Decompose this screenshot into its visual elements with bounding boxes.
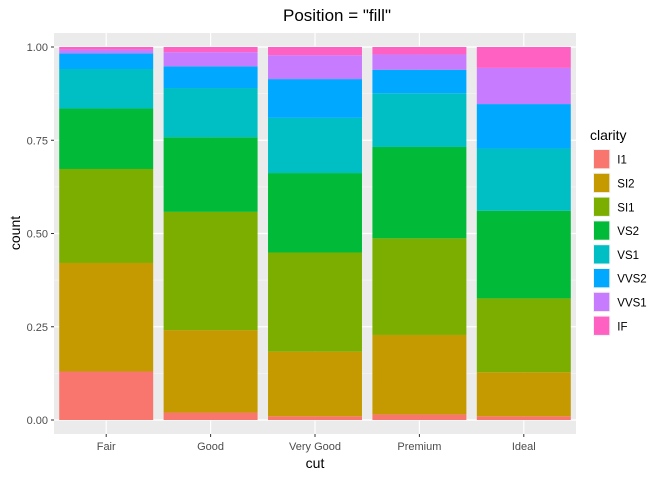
legend-label: SI2 xyxy=(617,178,634,190)
bar-segment xyxy=(59,69,154,109)
x-tick-label: Fair xyxy=(97,441,116,453)
bar-segment xyxy=(163,52,258,67)
legend-label: VVS2 xyxy=(617,274,646,286)
bar-segment xyxy=(59,53,154,70)
x-tick-label: Very Good xyxy=(289,441,341,453)
bar-segment xyxy=(163,47,258,53)
x-tick-label: Ideal xyxy=(512,441,536,453)
bar-segment xyxy=(268,252,362,352)
bar-segment xyxy=(268,55,362,80)
legend-key xyxy=(594,269,610,288)
y-tick-label: 0.75 xyxy=(27,135,48,147)
bar-segment xyxy=(372,93,467,147)
bar-segment xyxy=(372,47,467,55)
legend-key xyxy=(594,316,610,335)
bar-segment xyxy=(268,173,362,253)
legend: clarity I1 SI2 SI1 VS2 VS1 VVS2 VVS1 IF xyxy=(590,127,647,336)
x-tick-label: Good xyxy=(197,441,224,453)
bar-segment xyxy=(163,211,258,331)
legend-key xyxy=(594,150,610,169)
bar-segment xyxy=(476,298,571,373)
bar-segment xyxy=(268,47,362,56)
legend-key xyxy=(594,292,610,312)
y-tick-label: 1.00 xyxy=(27,42,48,54)
bar-segment xyxy=(163,330,258,413)
bar-segment xyxy=(268,351,362,417)
y-axis-title: count xyxy=(7,216,23,250)
y-tick-label: 0.00 xyxy=(27,415,48,427)
bar-segment xyxy=(476,148,571,211)
bar-segment xyxy=(476,104,571,149)
y-tick-label: 0.25 xyxy=(27,322,48,334)
bar-segment xyxy=(372,54,467,70)
bar-segment xyxy=(268,117,362,174)
bar-segment xyxy=(372,414,467,420)
legend-title: clarity xyxy=(590,127,627,143)
legend-label: IF xyxy=(617,321,627,333)
x-axis: Fair Good Very Good Premium Ideal xyxy=(97,434,536,453)
bar-segment xyxy=(59,108,154,169)
legend-label: VS2 xyxy=(617,226,639,238)
bar-segment xyxy=(372,334,467,415)
bar-segment xyxy=(163,66,258,89)
legend-label: VS1 xyxy=(617,250,639,262)
legend-key xyxy=(594,173,610,193)
bar-segment xyxy=(476,210,571,299)
x-tick-label: Premium xyxy=(397,441,441,453)
bar-segment xyxy=(163,412,258,420)
legend-key xyxy=(594,197,610,216)
bar-segment xyxy=(476,416,571,420)
bar-segment xyxy=(59,47,154,50)
bar-segment xyxy=(163,137,258,212)
bar-segment xyxy=(372,69,467,94)
legend-key xyxy=(594,245,610,264)
legend-label: VVS1 xyxy=(617,297,646,309)
bar-segment xyxy=(59,49,154,54)
bar-segment xyxy=(372,146,467,239)
bar-segment xyxy=(476,67,571,105)
legend-label: I1 xyxy=(617,155,627,167)
bar-segment xyxy=(372,238,467,335)
bar-segment xyxy=(59,371,154,420)
bar-segment xyxy=(59,262,154,372)
bar-segment xyxy=(268,79,362,118)
bar-segment xyxy=(476,47,571,68)
bar-segment xyxy=(163,88,258,138)
y-axis: 0.00 0.25 0.50 0.75 1.00 xyxy=(27,42,54,427)
x-axis-title: cut xyxy=(306,455,325,471)
y-tick-label: 0.50 xyxy=(27,229,48,241)
chart-title: Position = "fill" xyxy=(283,6,391,25)
legend-key xyxy=(594,221,610,240)
bar-segment xyxy=(59,168,154,263)
bars xyxy=(59,47,571,420)
bar-segment xyxy=(268,416,362,420)
legend-label: SI1 xyxy=(617,202,634,214)
bar-segment xyxy=(476,372,571,417)
